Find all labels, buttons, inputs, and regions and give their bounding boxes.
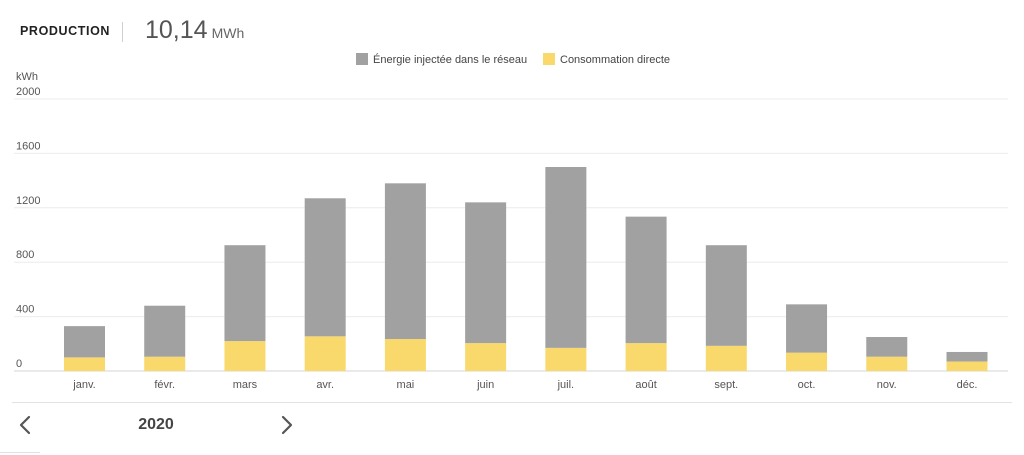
bar [705,245,747,346]
bar [545,347,587,371]
x-tick-label: juin [476,379,494,391]
header-divider [122,22,123,42]
x-tick-label: oct. [798,379,816,391]
y-tick-label: 0 [16,358,22,370]
bar [64,357,105,371]
total-value: 10,14 [145,16,208,44]
bar [866,356,908,371]
x-tick-label: nov. [877,379,897,391]
production-total: 10,14 MWh [145,16,244,45]
bar [705,345,747,371]
total-unit: MWh [211,25,245,41]
bar [384,339,426,371]
bar [144,305,186,357]
legend-label: Énergie injectée dans le réseau [373,53,527,66]
bar [304,336,346,371]
y-tick-label: 1200 [16,195,40,207]
x-tick-label: mai [397,379,415,391]
bar [786,352,828,371]
chevron-right-icon [281,415,293,435]
x-tick-label: janv. [72,379,95,391]
next-year-button[interactable] [272,410,302,440]
chevron-left-icon [19,415,31,435]
year-label: 2020 [138,416,174,433]
bar [946,351,988,362]
bar [866,337,908,357]
x-tick-label: sept. [714,379,738,391]
x-tick-label: févr. [154,379,175,391]
y-tick-label: 400 [16,304,34,316]
bar [144,356,186,371]
bar [304,198,346,337]
bar [545,167,587,348]
bar [625,343,667,371]
bar [384,183,426,340]
legend-label: Consommation directe [560,54,670,66]
bar [465,202,507,344]
x-tick-label: août [635,379,656,391]
legend-swatch [543,53,555,65]
bar [625,216,667,344]
x-tick-label: déc. [957,379,978,391]
bar [946,361,988,371]
x-tick-label: mars [233,379,258,391]
bar [224,341,266,371]
previous-year-button[interactable] [10,410,40,440]
bottom-divider [12,402,1012,403]
y-tick-label: 2000 [16,86,40,98]
bar [786,304,828,353]
bar [465,343,507,371]
x-tick-label: avr. [316,379,334,391]
production-chart: kWh 0 400 800 1200 1600 2000 janv. févr. mars avr.… [14,53,1008,391]
x-tick-label: juil. [557,379,575,391]
y-tick-label: 1600 [16,140,40,152]
header: PRODUCTION 10,14 MWh [0,0,1024,60]
y-axis-label: kWh [16,71,38,83]
bar [224,245,266,342]
y-tick-label: 800 [16,249,34,261]
legend-swatch [356,53,368,65]
bar [64,326,105,358]
bottom-edge-line [0,452,40,453]
production-label: PRODUCTION [20,24,111,38]
